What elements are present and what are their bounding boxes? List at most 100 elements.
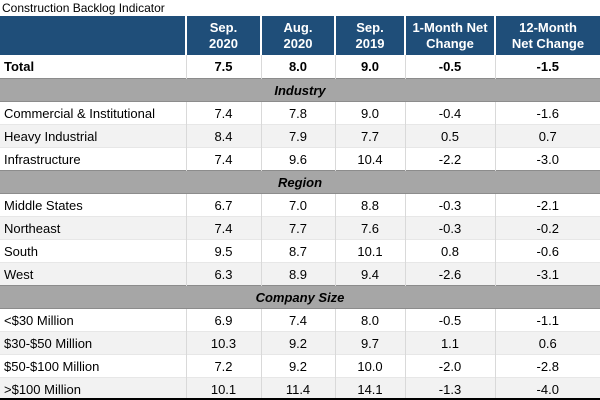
value-cell: 8.4 (185, 124, 261, 148)
value-cell: -0.5 (404, 308, 495, 332)
section-band: Region (0, 170, 600, 194)
backlog-table: Sep. 2020 Aug. 2020 Sep. 2019 1-Month Net C… (0, 16, 600, 398)
value-cell: -0.3 (404, 193, 495, 217)
table-row: Middle States 6.7 7.0 8.8 -0.3 -2.1 (0, 193, 600, 217)
value-cell: 8.9 (260, 262, 335, 286)
page-title: Construction Backlog Indicator (2, 1, 165, 15)
value-cell: 8.7 (260, 239, 335, 263)
value-cell: -0.4 (404, 101, 495, 125)
value-cell: 11.4 (260, 377, 335, 398)
table-row: $50-$100 Million 7.2 9.2 10.0 -2.0 -2.8 (0, 354, 600, 378)
row-label: Total (0, 55, 186, 79)
table-row: Commercial & Institutional 7.4 7.8 9.0 -0.4-… (0, 101, 600, 125)
table-row: Heavy Industrial 8.4 7.9 7.7 0.5 0.7 (0, 124, 600, 148)
value-cell: 7.8 (260, 101, 335, 125)
value-cell: 8.8 (334, 193, 405, 217)
value-cell: -2.8 (494, 354, 600, 378)
row-label: Heavy Industrial (0, 124, 186, 148)
header-cell: Aug. 2020 (260, 16, 335, 55)
header-cell: Sep. 2019 (334, 16, 405, 55)
value-cell: -4.0 (494, 377, 600, 398)
value-cell: 9.4 (334, 262, 405, 286)
table-row: Northeast 7.4 7.7 7.6 -0.3 -0.2 (0, 216, 600, 240)
value-cell: -1.3 (404, 377, 495, 398)
table-row: >$100 Million 10.1 11.4 14.1 -1.3 -4.0 (0, 377, 600, 398)
value-cell: 7.9 (260, 124, 335, 148)
row-label: Commercial & Institutional (0, 101, 186, 125)
row-label: South (0, 239, 186, 263)
table-row: <$30 Million 6.9 7.4 8.0 -0.5 -1.1 (0, 308, 600, 332)
header-cell: Sep. 2020 (185, 16, 261, 55)
value-cell: 1.1 (404, 331, 495, 355)
section-band: Industry (0, 78, 600, 102)
section-band-label: Industry (0, 78, 600, 102)
value-cell: 7.2 (185, 354, 261, 378)
value-cell: -1.6 (494, 101, 600, 125)
value-cell: 9.5 (185, 239, 261, 263)
value-cell: 0.5 (404, 124, 495, 148)
table-header: Sep. 2020 Aug. 2020 Sep. 2019 1-Month Net C… (0, 16, 600, 55)
value-cell: 9.0 (334, 55, 405, 79)
value-cell: -0.6 (494, 239, 600, 263)
value-cell: -1.1 (494, 308, 600, 332)
value-cell: 7.4 (260, 308, 335, 332)
row-label: $30-$50 Million (0, 331, 186, 355)
total-row: Total 7.5 8.0 9.0 -0.5 -1.5 (0, 55, 600, 79)
row-label: Northeast (0, 216, 186, 240)
value-cell: 8.0 (260, 55, 335, 79)
row-label: >$100 Million (0, 377, 186, 398)
value-cell: 7.7 (334, 124, 405, 148)
header-cell-empty (0, 16, 186, 55)
value-cell: -0.3 (404, 216, 495, 240)
value-cell: 6.9 (185, 308, 261, 332)
value-cell: -2.0 (404, 354, 495, 378)
value-cell: -3.1 (494, 262, 600, 286)
value-cell: 9.2 (260, 354, 335, 378)
value-cell: 8.0 (334, 308, 405, 332)
value-cell: 9.0 (334, 101, 405, 125)
value-cell: -3.0 (494, 147, 600, 171)
row-label: Infrastructure (0, 147, 186, 171)
row-label: <$30 Million (0, 308, 186, 332)
value-cell: 7.5 (185, 55, 261, 79)
value-cell: 0.8 (404, 239, 495, 263)
value-cell: 10.0 (334, 354, 405, 378)
value-cell: 0.6 (494, 331, 600, 355)
row-label: West (0, 262, 186, 286)
value-cell: 6.7 (185, 193, 261, 217)
value-cell: 7.4 (185, 147, 261, 171)
table-row: Infrastructure 7.4 9.6 10.4 -2.2 -3.0 (0, 147, 600, 171)
value-cell: -2.2 (404, 147, 495, 171)
value-cell: 10.1 (185, 377, 261, 398)
value-cell: -0.5 (404, 55, 495, 79)
value-cell: 0.7 (494, 124, 600, 148)
value-cell: 9.7 (334, 331, 405, 355)
row-label: $50-$100 Million (0, 354, 186, 378)
table-row: South 9.5 8.7 10.1 0.8 -0.6 (0, 239, 600, 263)
value-cell: 10.3 (185, 331, 261, 355)
value-cell: 14.1 (334, 377, 405, 398)
value-cell: 9.6 (260, 147, 335, 171)
value-cell: 9.2 (260, 331, 335, 355)
value-cell: 6.3 (185, 262, 261, 286)
value-cell: 7.0 (260, 193, 335, 217)
value-cell: 7.6 (334, 216, 405, 240)
value-cell: 7.4 (185, 101, 261, 125)
value-cell: -1.5 (494, 55, 600, 79)
table-row: West 6.3 8.9 9.4 -2.6 -3.1 (0, 262, 600, 286)
value-cell: -0.2 (494, 216, 600, 240)
table-row: $30-$50 Million 10.3 9.2 9.7 1.1 0.6 (0, 331, 600, 355)
header-row: Sep. 2020 Aug. 2020 Sep. 2019 1-Month Net C… (0, 16, 600, 55)
row-label: Middle States (0, 193, 186, 217)
table-body: Total 7.5 8.0 9.0 -0.5 -1.5 Industry Commercial… (0, 55, 600, 398)
value-cell: 10.4 (334, 147, 405, 171)
header-cell: 1-Month Net Change (404, 16, 495, 55)
section-band: Company Size (0, 285, 600, 309)
value-cell: -2.6 (404, 262, 495, 286)
value-cell: -2.1 (494, 193, 600, 217)
value-cell: 7.4 (185, 216, 261, 240)
header-cell: 12-Month Net Change (494, 16, 600, 55)
section-band-label: Region (0, 170, 600, 194)
value-cell: 7.7 (260, 216, 335, 240)
